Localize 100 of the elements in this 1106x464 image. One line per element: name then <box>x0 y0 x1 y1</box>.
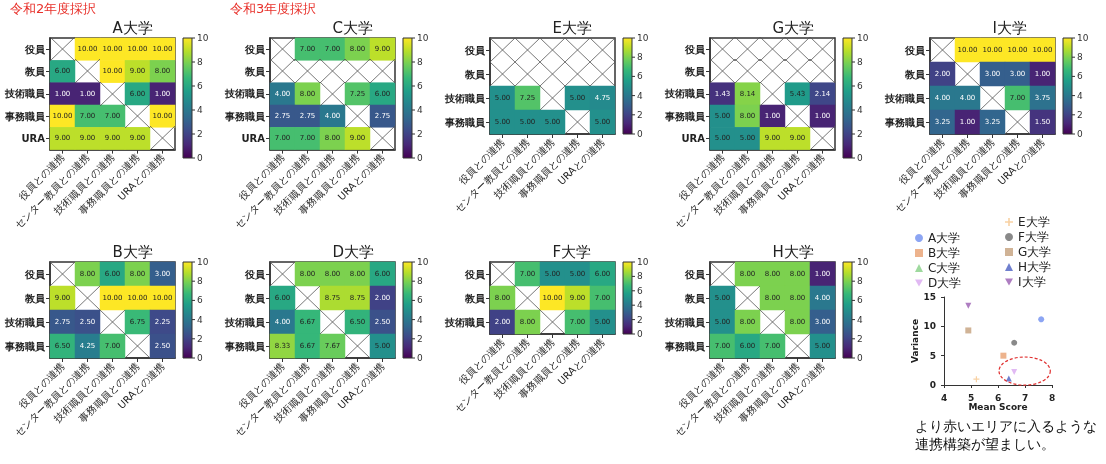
text: 令和2年度採択 <box>10 1 97 16</box>
y-tick-label: 役員 <box>684 43 706 55</box>
color-bar-label: 0 <box>417 353 423 363</box>
chart-title: F大学 <box>552 242 592 261</box>
color-bar-label: 8 <box>1077 52 1083 63</box>
color-bar-label: 4 <box>857 105 863 115</box>
color-bar-label: 4 <box>197 314 203 325</box>
chart-title: C大学 <box>332 18 373 37</box>
y-tick-label: 教員 <box>684 65 706 77</box>
color-bar-label: 2 <box>1077 109 1083 120</box>
x-tick-label: 7 <box>1021 392 1029 403</box>
y-tick-label: 教員 <box>244 65 266 77</box>
legend-label: D大学 <box>928 276 962 290</box>
color-bar-label: 4 <box>637 300 643 311</box>
point <box>1011 369 1018 376</box>
x-tick-label: 4 <box>940 392 948 403</box>
color-bar-label: 8 <box>197 276 203 287</box>
color-bar-label: 4 <box>857 314 863 325</box>
color-bar-label: 6 <box>857 81 863 91</box>
x-axis-title: Mean Score <box>968 402 1028 413</box>
x-tick-label: 5 <box>967 392 975 403</box>
y-tick-label: 教員 <box>244 292 266 304</box>
legend-label: E大学 <box>1018 215 1050 229</box>
y-tick-label: 役員 <box>904 44 926 56</box>
legend-label: A大学 <box>928 231 961 245</box>
color-bar-label: 6 <box>417 295 423 306</box>
point <box>1005 375 1012 382</box>
y-tick-label: 事務職員 <box>224 340 266 352</box>
color-bar-label: 8 <box>857 57 863 67</box>
chart-title: G大学 <box>772 18 815 37</box>
color-bar-label: 4 <box>417 105 423 115</box>
y-tick-label: 役員 <box>464 268 486 280</box>
color-bar-label: 6 <box>637 285 643 296</box>
legend-label: I大学 <box>1018 275 1046 289</box>
y-tick-label: 技術職員 <box>224 316 266 328</box>
color-bar-label: 2 <box>857 129 863 139</box>
point <box>1011 339 1018 346</box>
color-bar-label: 2 <box>857 333 863 344</box>
color-bar-label: 4 <box>417 314 423 325</box>
chart-title: E大学 <box>552 18 592 37</box>
y-tick-label: 教員 <box>904 68 926 80</box>
color-bar-label: 0 <box>1077 129 1083 139</box>
color-bar-label: 6 <box>857 295 863 306</box>
color-bar-label: 6 <box>417 81 423 91</box>
color-bar-label: 8 <box>197 57 203 67</box>
color-bar-label: 0 <box>417 153 423 163</box>
color-bar-label: 0 <box>197 353 203 363</box>
text: 令和3年度採択 <box>230 1 317 16</box>
y-tick-label: 事務職員 <box>4 340 46 352</box>
color-bar-label: 8 <box>637 52 643 63</box>
color-bar-label: 2 <box>637 109 643 120</box>
y-tick-label: 事務職員 <box>224 110 266 122</box>
chart-title: I大学 <box>992 18 1027 37</box>
y-tick-label: 役員 <box>244 268 266 280</box>
y-tick-label: 教員 <box>24 292 46 304</box>
y-tick-label: 0 <box>929 380 936 390</box>
color-bar-label: 10 <box>857 257 869 267</box>
y-tick-label: 技術職員 <box>4 316 46 328</box>
y-tick-label: URA <box>681 132 706 144</box>
color-bar-label: 6 <box>1077 71 1083 82</box>
color-bar-label: 6 <box>197 295 203 306</box>
y-tick-label: 技術職員 <box>664 316 706 328</box>
y-tick-label: 教員 <box>684 292 706 304</box>
y-tick-label: 教員 <box>464 68 486 80</box>
y-tick-label: 事務職員 <box>444 116 486 128</box>
color-bar-label: 10 <box>197 33 209 43</box>
y-tick-label: 15 <box>923 292 936 302</box>
color-bar-label: 0 <box>637 129 643 139</box>
legend-label: C大学 <box>928 261 961 275</box>
color-bar-label: 10 <box>1077 33 1089 43</box>
color-bar-label: 2 <box>637 314 643 325</box>
y-tick-label: 技術職員 <box>4 88 46 100</box>
color-bar-label: 4 <box>197 105 203 115</box>
legend-label: G大学 <box>1018 245 1052 259</box>
y-tick-label: 事務職員 <box>664 340 706 352</box>
color-bar-label: 8 <box>637 271 643 282</box>
y-tick-label: 技術職員 <box>884 92 926 104</box>
x-tick-label: 6 <box>994 392 1002 403</box>
color-bar-label: 2 <box>197 333 203 344</box>
y-tick-label: 技術職員 <box>664 88 706 100</box>
legend-label: F大学 <box>1018 230 1049 244</box>
text: より赤いエリアに入るような連携構築が望ましい。 <box>915 418 1097 452</box>
y-tick-label: 技術職員 <box>224 88 266 100</box>
chart-title: D大学 <box>332 242 375 261</box>
point <box>1038 316 1045 323</box>
color-bar-label: 6 <box>637 71 643 82</box>
color-bar-label: 2 <box>197 129 203 139</box>
color-bar-label: 2 <box>417 129 423 139</box>
color-bar-label: 10 <box>417 33 429 43</box>
y-tick-label: 役員 <box>464 44 486 56</box>
y-tick-label: URA <box>241 132 266 144</box>
y-tick-label: URA <box>21 132 46 144</box>
y-axis-title: Variance <box>910 319 921 363</box>
y-tick-label: 事務職員 <box>664 110 706 122</box>
y-tick-label: 役員 <box>244 43 266 55</box>
color-bar-label: 4 <box>1077 90 1083 101</box>
color-bar-label: 10 <box>417 257 429 267</box>
x-tick-label: 8 <box>1048 392 1056 403</box>
y-tick-label: 技術職員 <box>444 316 486 328</box>
y-tick-label: 役員 <box>684 268 706 280</box>
